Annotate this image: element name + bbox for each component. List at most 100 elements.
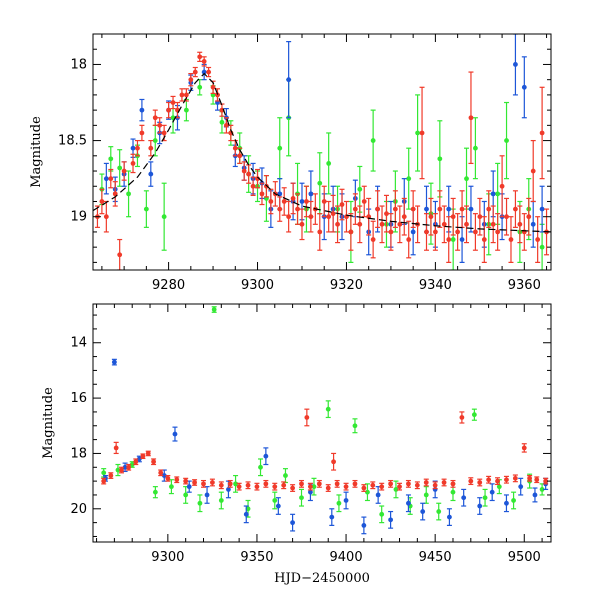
data-point (286, 77, 292, 83)
data-point (250, 183, 256, 189)
y-tick-label: 18.5 (58, 134, 87, 149)
data-point (308, 214, 314, 220)
data-point (111, 359, 117, 365)
data-point (441, 221, 447, 227)
data-point (370, 138, 376, 143)
data-point (379, 484, 385, 490)
data-point (290, 196, 296, 201)
data-point (311, 484, 317, 490)
data-point (186, 484, 192, 490)
data-point (406, 176, 412, 182)
data-point (361, 522, 367, 528)
series-blue-band (102, 358, 549, 535)
data-point (172, 431, 178, 437)
data-point (218, 482, 224, 488)
data-point (532, 492, 538, 498)
data-point (174, 477, 180, 483)
data-point (158, 470, 164, 476)
data-point (410, 206, 416, 212)
data-point (468, 478, 474, 484)
data-point (148, 145, 154, 151)
data-point (513, 62, 518, 67)
data-point (513, 206, 518, 212)
data-point (133, 459, 139, 465)
data-point (272, 498, 278, 503)
data-point (218, 498, 224, 503)
data-point (352, 206, 358, 212)
data-point (272, 484, 278, 490)
data-point (243, 511, 249, 517)
bottom-panel-xlabel: HJD−2450000 (274, 571, 370, 586)
data-point (521, 84, 527, 90)
top-panel-frame (92, 33, 552, 271)
data-point (414, 482, 420, 488)
data-point (281, 482, 287, 488)
data-point (316, 481, 322, 487)
y-tick-label: 18 (70, 57, 87, 72)
data-point (143, 206, 149, 212)
data-point (108, 156, 114, 162)
data-point (245, 482, 251, 488)
data-point (473, 229, 478, 235)
data-point (530, 221, 536, 227)
data-point (148, 171, 154, 177)
y-tick-label: 18 (70, 446, 87, 461)
data-point (388, 229, 394, 235)
data-point (259, 191, 265, 197)
data-point (299, 221, 305, 227)
data-point (204, 492, 210, 498)
data-point (308, 191, 314, 197)
data-point (122, 464, 128, 470)
data-point (152, 115, 158, 121)
data-point (237, 153, 243, 159)
data-point (499, 183, 505, 189)
data-point (530, 168, 536, 174)
data-point (140, 453, 146, 459)
data-point (192, 480, 197, 485)
bottom-panel-axes: 9300 9350 9400 9450 9500 14 16 18 20 (70, 304, 551, 565)
data-point (236, 484, 242, 490)
data-point (165, 475, 171, 481)
x-tick-label: 9300 (241, 278, 274, 293)
data-point (151, 459, 156, 465)
data-point (130, 161, 136, 166)
x-tick-label: 9300 (151, 550, 184, 565)
data-point (113, 445, 119, 451)
series-red-band (94, 51, 550, 270)
data-point (504, 138, 509, 143)
data-point (428, 214, 434, 220)
data-point (183, 492, 189, 498)
data-point (299, 481, 304, 487)
data-point (401, 214, 407, 220)
data-point (384, 211, 389, 217)
data-point (486, 206, 492, 212)
data-point (308, 489, 313, 495)
data-point (226, 487, 231, 492)
data-point (432, 482, 438, 488)
data-point (139, 130, 145, 136)
data-point (455, 229, 461, 235)
data-point (517, 221, 523, 227)
data-point (357, 221, 363, 227)
y-tick-label: 20 (70, 502, 87, 517)
data-point (471, 412, 477, 418)
data-point (161, 473, 167, 478)
data-point (419, 130, 425, 136)
data-point (495, 229, 501, 235)
bottom-panel-ylabel: Magnitude (41, 387, 56, 459)
top-panel-ylabel: Magnitude (29, 116, 44, 188)
data-point (145, 451, 151, 456)
data-point (459, 415, 465, 420)
data-point (527, 475, 533, 481)
data-point (504, 477, 509, 483)
data-point (334, 481, 340, 487)
data-point (406, 237, 412, 242)
data-point (481, 237, 487, 242)
data-point (99, 199, 105, 204)
series-red-band (101, 408, 549, 492)
data-point (152, 489, 158, 495)
data-point (490, 221, 496, 227)
data-point (450, 214, 456, 220)
data-point (215, 92, 220, 98)
data-point (210, 84, 216, 90)
